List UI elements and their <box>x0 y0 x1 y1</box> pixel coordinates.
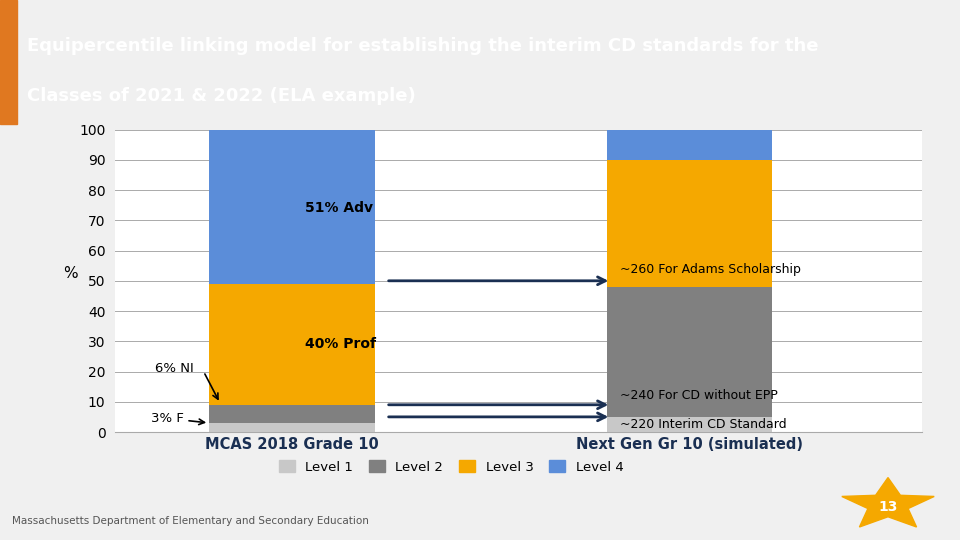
Bar <box>0 0 17 124</box>
Text: Equipercentile linking model for establishing the interim CD standards for the: Equipercentile linking model for establi… <box>27 37 818 55</box>
Text: ~260 For Adams Scholarship: ~260 For Adams Scholarship <box>620 264 801 276</box>
Bar <box>209 130 374 284</box>
Text: ~240 For CD without EPP: ~240 For CD without EPP <box>620 389 778 402</box>
Text: ~220 Interim CD Standard: ~220 Interim CD Standard <box>620 418 786 431</box>
Bar <box>209 284 374 405</box>
Bar <box>209 405 374 423</box>
Bar <box>607 130 773 160</box>
Text: 13: 13 <box>878 500 898 514</box>
Y-axis label: %: % <box>63 266 78 281</box>
Bar <box>209 423 374 432</box>
Bar <box>607 287 773 417</box>
Bar <box>607 417 773 432</box>
Legend: Level 1, Level 2, Level 3, Level 4: Level 1, Level 2, Level 3, Level 4 <box>274 455 629 479</box>
Text: 6% NI: 6% NI <box>155 362 194 375</box>
Text: 3% F: 3% F <box>151 412 204 425</box>
Polygon shape <box>842 477 934 527</box>
Text: 51% Adv: 51% Adv <box>305 201 373 215</box>
Text: Classes of 2021 & 2022 (ELA example): Classes of 2021 & 2022 (ELA example) <box>27 87 416 105</box>
Text: 40% Prof: 40% Prof <box>305 338 376 352</box>
Text: Massachusetts Department of Elementary and Secondary Education: Massachusetts Department of Elementary a… <box>12 516 369 526</box>
Bar <box>607 160 773 287</box>
